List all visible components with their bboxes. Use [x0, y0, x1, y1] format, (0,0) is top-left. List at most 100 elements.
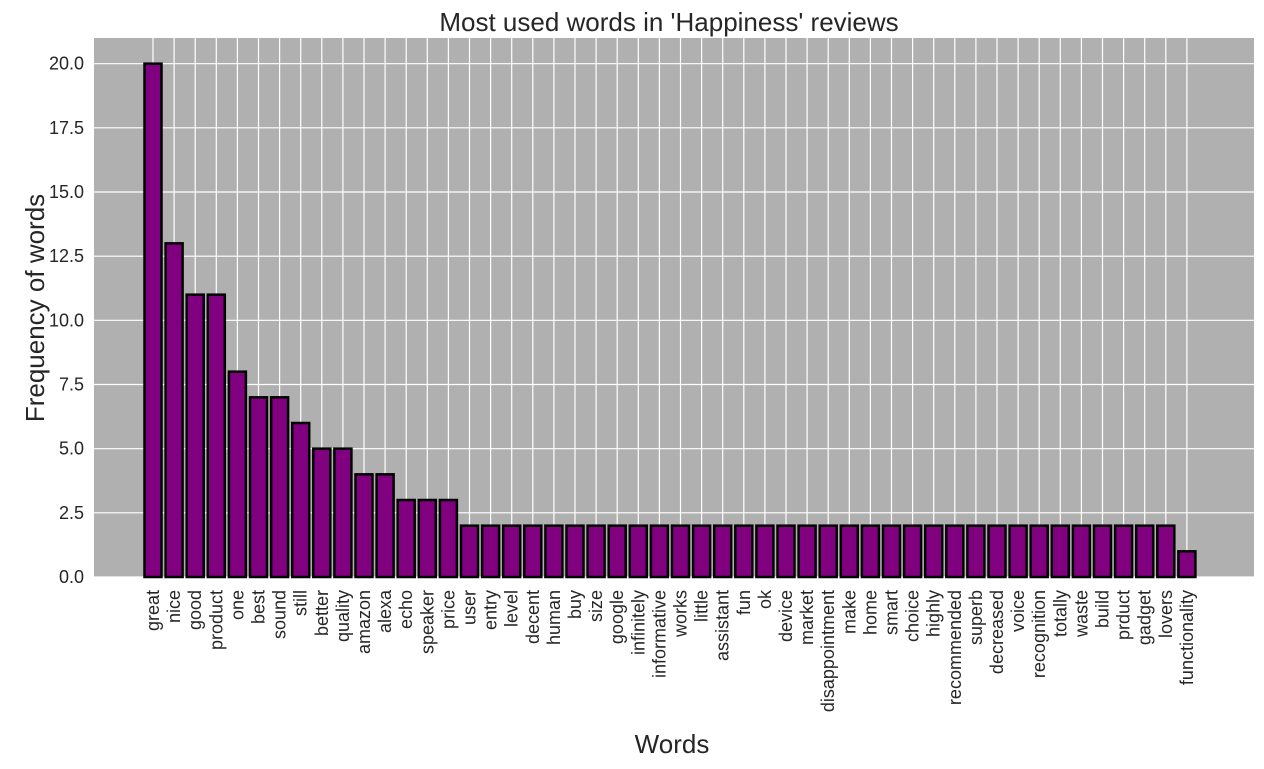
x-tick-label: still [291, 590, 311, 616]
bar-size [586, 524, 606, 579]
x-tick-label: user [460, 590, 480, 625]
x-tick-label: gadget [1135, 590, 1155, 645]
bar-google [607, 524, 627, 579]
y-tick-label: 2.5 [59, 503, 84, 523]
x-tick-label: decreased [987, 590, 1007, 674]
bar-recommended [945, 524, 965, 579]
x-tick-label: device [776, 590, 796, 642]
x-tick-label: disappointment [818, 590, 838, 712]
x-tick-label: fun [734, 590, 754, 615]
bar-quality [333, 447, 353, 579]
bar-product [206, 293, 227, 579]
x-tick-label: choice [903, 590, 923, 642]
bar-great [143, 62, 163, 579]
x-tick-label: product [206, 590, 226, 650]
x-tick-label: recommended [945, 590, 965, 705]
x-tick-label: one [227, 590, 247, 620]
bar-nice [164, 242, 184, 579]
bar-make [839, 524, 860, 579]
x-tick-label: good [185, 590, 205, 630]
x-tick-label: voice [1008, 590, 1028, 632]
bar-home [860, 524, 881, 579]
x-tick-label: better [312, 590, 332, 636]
bar-recognition [1029, 524, 1049, 579]
bar-sound [269, 396, 290, 579]
bar-works [670, 524, 691, 579]
x-tick-label: alexa [375, 589, 395, 633]
bar-buy [565, 524, 585, 579]
x-tick-label: highly [924, 590, 944, 637]
bar-still [290, 421, 311, 579]
bar-little [691, 524, 712, 579]
x-tick-label: echo [396, 590, 416, 629]
bars [143, 62, 1197, 579]
x-axis-label: Words [635, 729, 710, 759]
x-tick-label: quality [333, 590, 353, 642]
x-tick-label: works [671, 590, 691, 638]
x-tick-label: build [1093, 590, 1113, 628]
x-tick-label: assistant [713, 590, 733, 661]
bar-disappointment [818, 524, 838, 579]
x-tick-label: waste [1071, 590, 1091, 638]
x-tick-label: google [607, 590, 627, 644]
x-tick-label: make [839, 590, 859, 634]
x-tick-label: sound [270, 590, 290, 639]
x-tick-label: market [797, 590, 817, 645]
bar-level [501, 524, 522, 579]
x-tick-label: level [502, 590, 522, 627]
bar-build [1092, 524, 1113, 579]
x-tick-label: best [249, 590, 269, 624]
y-tick-label: 10.0 [49, 310, 84, 330]
bar-decent [523, 524, 543, 579]
bar-better [312, 447, 332, 579]
bar-prduct [1113, 524, 1134, 579]
bar-ok [755, 524, 775, 579]
x-tick-label: lovers [1156, 590, 1176, 638]
x-tick-label: decent [523, 590, 543, 644]
y-axis-label: Frequency of words [20, 194, 50, 422]
x-tick-label: home [860, 590, 880, 635]
y-tick-label: 12.5 [49, 246, 84, 266]
bar-functionality [1177, 550, 1197, 579]
x-tick-label: buy [565, 590, 585, 619]
x-tick-label: price [438, 590, 458, 629]
bar-waste [1071, 524, 1092, 579]
bar-highly [923, 524, 944, 579]
bar-lovers [1156, 524, 1176, 579]
bar-assistant [712, 524, 733, 579]
x-tick-label: smart [882, 590, 902, 635]
bar-decreased [987, 524, 1007, 579]
x-tick-label: prduct [1114, 590, 1134, 640]
x-tick-label: speaker [417, 590, 437, 654]
bar-price [438, 498, 459, 579]
bar-smart [881, 524, 902, 579]
bar-choice [902, 524, 923, 579]
y-tick-label: 5.0 [59, 439, 84, 459]
bar-market [797, 524, 817, 579]
y-tick-label: 0.0 [59, 567, 84, 587]
bar-best [248, 396, 269, 579]
x-axis-ticks: great nice good product one best sound still bet… [143, 589, 1197, 712]
bar-voice [1008, 524, 1028, 579]
bar-infinitely [628, 524, 649, 579]
x-tick-label: great [143, 590, 163, 631]
x-tick-label: informative [649, 590, 669, 678]
bar-amazon [354, 473, 374, 579]
x-tick-label: ok [755, 589, 775, 609]
bar-superb [966, 524, 986, 579]
bar-gadget [1134, 524, 1155, 579]
bar-echo [396, 498, 416, 579]
y-tick-label: 7.5 [59, 375, 84, 395]
bar-user [459, 524, 480, 579]
x-tick-label: infinitely [628, 590, 648, 655]
y-tick-label: 20.0 [49, 54, 84, 74]
x-tick-label: size [586, 590, 606, 622]
x-tick-label: superb [966, 590, 986, 645]
bar-informative [649, 524, 670, 579]
bar-one [227, 370, 248, 579]
bar-device [776, 524, 796, 579]
x-tick-label: totally [1050, 590, 1070, 637]
x-tick-label: human [544, 590, 564, 645]
